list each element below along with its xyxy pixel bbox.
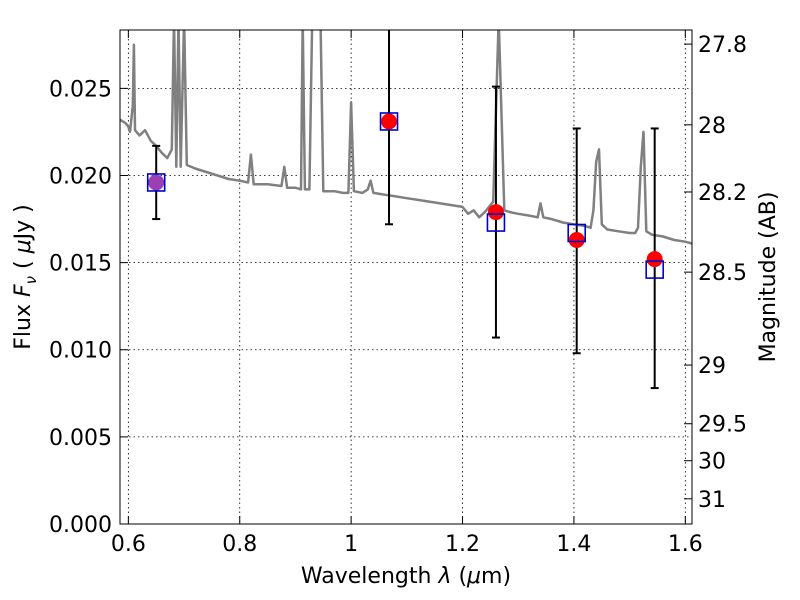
- x-tick-label: 0.6: [111, 532, 146, 557]
- y-axis-ticks: 0.000 0.005 0.010 0.015 0.020 0.025: [49, 77, 128, 538]
- x-axis-label: Wavelength λ (μm): [301, 564, 511, 589]
- magnitude-tick-label: 29.5: [698, 413, 747, 438]
- model-flux-box: [645, 260, 664, 279]
- model-flux-box: [379, 112, 399, 131]
- model-flux-box: [486, 213, 506, 232]
- y-tick-label: 0.015: [49, 252, 112, 277]
- magnitude-axis-label: Magnitude (AB): [756, 192, 781, 363]
- marker-layer: [146, 112, 664, 279]
- magnitude-tick-label: 28.2: [698, 181, 747, 206]
- observed-point: [568, 231, 585, 248]
- y-tick-label: 0.010: [49, 339, 112, 364]
- model-flux-box: [567, 223, 587, 243]
- model-flux-box: [146, 173, 166, 192]
- y-tick-label: 0.000: [49, 513, 112, 538]
- y-axis-label: Flux Fν ( μJy ): [11, 204, 40, 349]
- observed-point: [487, 204, 504, 221]
- x-tick-label: 1.2: [445, 532, 480, 557]
- x-tick-label: 1.4: [556, 532, 591, 557]
- observed-point: [381, 113, 398, 130]
- x-tick-label: 1: [344, 532, 358, 557]
- magnitude-tick-label: 28.5: [698, 261, 747, 286]
- spectrum-layer: [120, 30, 692, 245]
- magnitude-tick-label: 30: [698, 450, 726, 475]
- x-axis-ticks: 0.6 0.8 1 1.2 1.4 1.6: [111, 30, 703, 557]
- x-tick-label: 1.6: [668, 532, 703, 557]
- plot-frame: [119, 29, 693, 525]
- magnitude-tick-label: 29: [698, 354, 726, 379]
- observed-point: [148, 174, 165, 191]
- magnitude-axis-ticks: 27.8 28 28.2 28.5 29 29.5 30 31: [684, 33, 747, 513]
- observed-point: [646, 251, 663, 268]
- y-tick-label: 0.005: [49, 426, 112, 451]
- model-spectrum-line: [120, 30, 692, 245]
- magnitude-tick-label: 28: [698, 114, 726, 139]
- magnitude-tick-label: 27.8: [698, 33, 747, 58]
- x-tick-label: 0.8: [222, 532, 257, 557]
- y-tick-label: 0.020: [49, 164, 112, 189]
- plot-background: [120, 30, 692, 524]
- y-tick-label: 0.025: [49, 77, 112, 102]
- magnitude-tick-label: 31: [698, 488, 726, 513]
